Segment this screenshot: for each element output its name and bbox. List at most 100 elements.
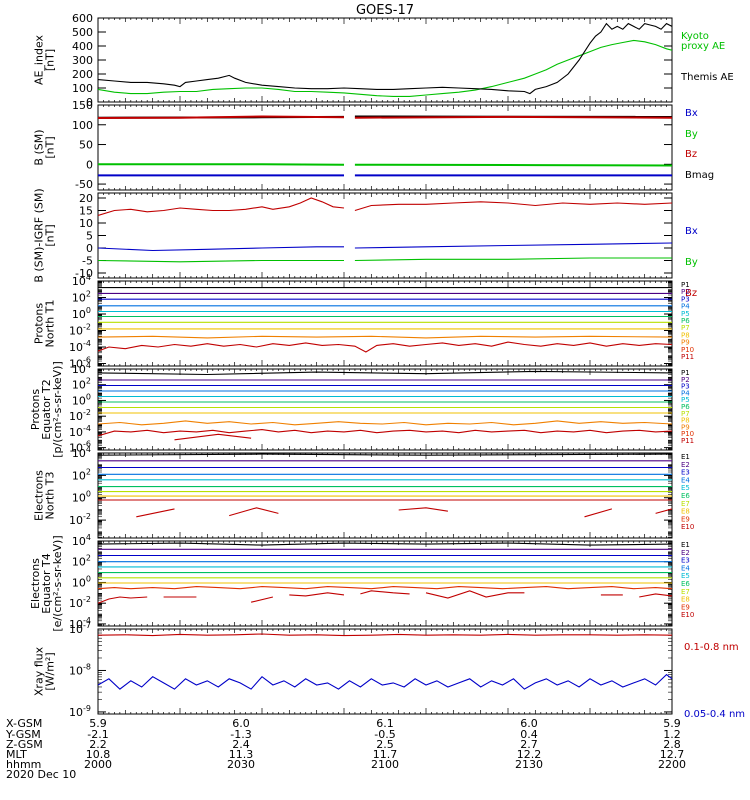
series-line-e10 [360, 590, 410, 595]
y-tick-label: 400 [72, 40, 93, 53]
legend-entry: E2 [681, 461, 690, 469]
x-column-value: 2030 [227, 758, 255, 771]
y-tick-label: -5 [82, 255, 93, 268]
y-tick-label: 104 [72, 533, 91, 548]
y-tick-label: 10-2 [69, 323, 91, 338]
series-line-bz [98, 115, 345, 119]
panel-frame [97, 104, 673, 191]
x-row-label: X-GSM [6, 717, 42, 730]
x-column-value: 12.7 [660, 748, 685, 761]
y-axis-label: Xray flux [33, 646, 46, 696]
series-line-kyoto-proxy-ae [98, 39, 672, 97]
x-column-value: -0.5 [374, 728, 395, 741]
legend-entry: P6 [681, 317, 690, 325]
series-line-bz [354, 201, 672, 212]
x-row-label: MLT [6, 748, 27, 761]
series-line-e10 [639, 593, 672, 598]
series-line-e10 [250, 596, 274, 603]
x-row-label: Z-GSM [6, 738, 43, 751]
x-column-value: 2130 [515, 758, 543, 771]
series-group [98, 633, 672, 690]
series-line-e1 [98, 453, 672, 456]
legend-entry: Kyoto [681, 31, 709, 42]
x-axis-labels: X-GSMY-GSMZ-GSMMLThhmm5.9-2.12.210.82000… [5, 717, 686, 781]
series-line-e10 [584, 508, 613, 518]
series-line-bz [98, 197, 345, 217]
y-tick-label: 10-2 [69, 408, 91, 423]
series-line-p11 [174, 433, 252, 441]
panel-frame [97, 452, 673, 539]
x-column-value: 11.7 [373, 748, 398, 761]
legend-entry: E3 [681, 557, 690, 565]
series-group [98, 453, 672, 518]
y-tick-label: 102 [72, 377, 91, 392]
y-tick-label: 10-7 [69, 621, 91, 636]
y-axis-label: Electrons [29, 558, 42, 609]
legend-entry: E6 [681, 580, 690, 588]
y-tick-label: 500 [72, 26, 93, 39]
legend-entry: E3 [681, 469, 690, 477]
y-tick-label: 102 [72, 290, 91, 305]
series-group [98, 287, 672, 353]
legend-entry: P10 [681, 346, 694, 354]
y-tick-label: 600 [72, 12, 93, 25]
x-column-value: 2.7 [520, 738, 538, 751]
series-line-e10 [398, 507, 448, 512]
legend-entry: 0.05-0.4 nm [684, 709, 745, 720]
series-line-0-1-0-8-nm [98, 633, 672, 637]
y-axis-label: Equator T2 [40, 379, 53, 439]
legend-entry: E8 [681, 596, 690, 604]
x-column-value: 6.0 [520, 717, 538, 730]
x-column-value: 1.2 [663, 728, 681, 741]
legend-entry: E6 [681, 492, 690, 500]
x-column-value: 2.2 [89, 738, 107, 751]
y-axis-label: [nT] [44, 49, 57, 71]
legend-entry: E10 [681, 523, 694, 531]
x-column-value: 2.8 [663, 738, 681, 751]
legend-entry: E9 [681, 515, 690, 523]
legend-entry: P5 [681, 310, 690, 318]
x-column-value: -1.3 [230, 728, 251, 741]
y-tick-label: 0 [86, 96, 93, 109]
legend-entry: E10 [681, 611, 694, 619]
y-axis-label: [nT] [44, 136, 57, 158]
y-tick-label: -10 [75, 267, 93, 280]
y-tick-label: 104 [72, 361, 91, 376]
y-axis-label: [e/(cm²-s-sr-keV)] [51, 535, 64, 631]
series-line-p10 [98, 429, 672, 437]
x-column-value: 11.3 [229, 748, 254, 761]
y-axis-label: North T3 [44, 472, 57, 520]
legend-entry: Bmag [685, 170, 714, 181]
x-column-value: 5.9 [89, 717, 107, 730]
y-tick-label: 150 [72, 99, 93, 112]
y-tick-label: 102 [72, 467, 91, 482]
y-axis-label: North T1 [44, 300, 57, 348]
legend-entry: By [685, 129, 698, 140]
legend-entry: E2 [681, 549, 690, 557]
x-column-value: 2200 [658, 758, 686, 771]
y-axis-label: [p/(cm²-s-sr-keV)] [51, 361, 64, 458]
panel-2: -50 0 50 100 150 B (SM)[nT] Bx By Bz Bmag [33, 99, 715, 191]
x-column-value: 0.4 [520, 728, 538, 741]
legend-entry: E4 [681, 476, 690, 484]
legend-entry: P4 [681, 389, 690, 397]
x-column-value: -2.1 [87, 728, 108, 741]
legend-entry: P9 [681, 339, 690, 347]
series-line-by [354, 163, 672, 167]
legend-entry: P8 [681, 331, 690, 339]
x-row-label: Y-GSM [5, 728, 41, 741]
legend-entry: E7 [681, 500, 690, 508]
legend-entry: E1 [681, 541, 690, 549]
y-tick-label: 10-4 [69, 616, 91, 631]
legend-entry: E8 [681, 508, 690, 516]
y-tick-label: 104 [72, 273, 91, 288]
legend-entry: By [685, 257, 698, 268]
legend-entry: proxy AE [681, 41, 725, 52]
y-tick-label: 20 [79, 192, 93, 205]
y-tick-label: 100 [72, 306, 91, 321]
series-group [98, 197, 672, 263]
x-column-value: 2.4 [232, 738, 250, 751]
